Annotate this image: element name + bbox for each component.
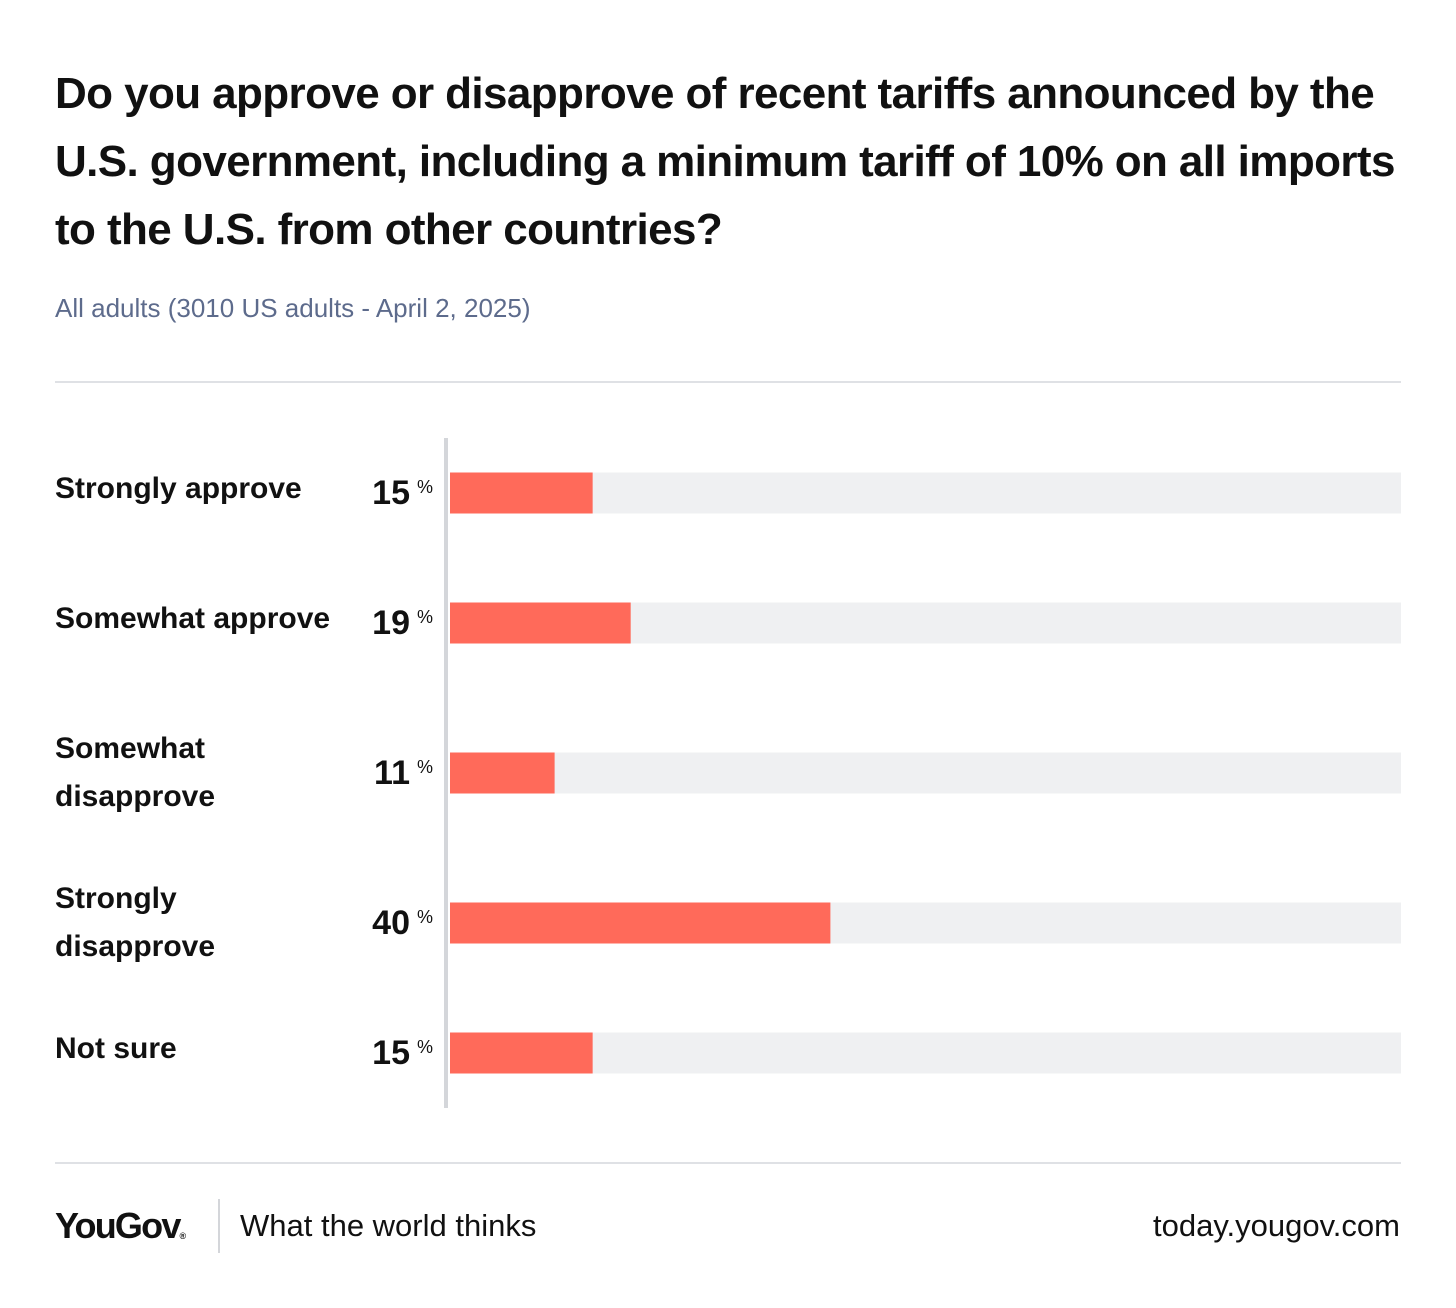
percent-sign: % (417, 907, 434, 927)
bar (450, 902, 831, 944)
tagline: What the world thinks (240, 1208, 537, 1243)
category-label: Somewhat approve (55, 602, 331, 635)
bar (450, 752, 555, 794)
value-label: 11 (374, 754, 410, 792)
registered-mark: ® (179, 1231, 187, 1241)
value-label: 40 (372, 904, 410, 942)
category-label: Not sure (55, 1032, 177, 1065)
bar (450, 472, 593, 514)
percent-sign: % (417, 1037, 434, 1057)
percent-sign: % (417, 757, 434, 777)
percent-sign: % (417, 477, 434, 497)
percent-sign: % (417, 607, 434, 627)
bar-track (450, 472, 1401, 514)
bottom-divider (55, 1162, 1401, 1164)
chart-title: Do you approve or disapprove of recent t… (55, 69, 1395, 254)
bar (450, 1032, 593, 1074)
footer-separator (218, 1199, 220, 1253)
yougov-logo: YouGov® (55, 1202, 186, 1250)
top-divider (55, 381, 1401, 383)
category-label: Strongly disapprove (55, 882, 216, 963)
site-url: today.yougov.com (1153, 1208, 1400, 1243)
chart-subtitle: All adults (3010 US adults - April 2, 20… (55, 293, 531, 323)
category-label: Somewhat disapprove (55, 732, 216, 813)
category-label: Strongly approve (55, 472, 302, 505)
value-label: 15 (372, 1034, 410, 1072)
brand-name: YouGov (55, 1205, 181, 1246)
bar-track (450, 1032, 1401, 1074)
bar-track (450, 752, 1401, 794)
value-label: 15 (372, 474, 410, 512)
y-axis-line (444, 438, 448, 1108)
value-label: 19 (372, 604, 410, 642)
bar (450, 602, 631, 644)
